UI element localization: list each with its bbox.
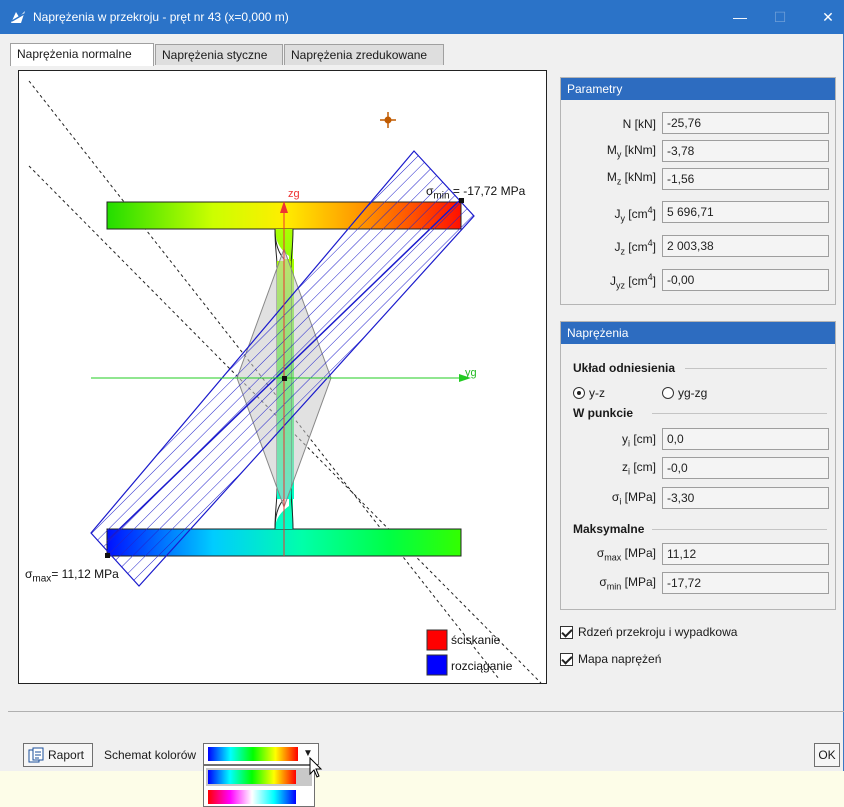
- label-sigma-i: σi [MPa]: [611, 490, 656, 507]
- label-jyz: Jyz [cm4]: [609, 272, 656, 291]
- label-my: My [kNm]: [606, 143, 656, 160]
- legend-swatch-tension: [426, 654, 448, 676]
- color-scheme-option-magenta[interactable]: [206, 788, 312, 806]
- radio-dot: [662, 387, 674, 399]
- chevron-down-icon[interactable]: ▼: [303, 748, 313, 759]
- checkbox-box: [560, 625, 573, 639]
- field-yi[interactable]: 0,0: [662, 428, 829, 450]
- field-n[interactable]: -25,76: [662, 112, 829, 134]
- label-jz: Jz [cm4]: [614, 238, 656, 257]
- legend-label-tension: rozciąganie: [451, 659, 513, 673]
- field-jy[interactable]: 5 696,71: [662, 201, 829, 223]
- uklad-divider: [685, 368, 827, 369]
- neutral-axis: [106, 200, 460, 542]
- field-mz[interactable]: -1,56: [662, 168, 829, 190]
- minimize-button[interactable]: —: [733, 9, 747, 25]
- field-sigma-i[interactable]: -3,30: [662, 487, 829, 509]
- field-sigma-max[interactable]: 11,12: [662, 543, 829, 565]
- stress-diagram-canvas[interactable]: zg yg σmin = -17,72 MPa σmax= 11,12 MPa …: [18, 70, 547, 684]
- field-jyz[interactable]: -0,00: [662, 269, 829, 291]
- checkbox-rdzen[interactable]: Rdzeń przekroju i wypadkowa: [560, 625, 737, 639]
- tab-naprezenia-styczne[interactable]: Naprężenia styczne: [155, 44, 283, 65]
- maksymalne-divider: [652, 529, 827, 530]
- sigma-min-annotation: σmin = -17,72 MPa: [426, 184, 526, 202]
- mouse-cursor-icon: [309, 757, 323, 778]
- checkbox-box: [560, 652, 573, 666]
- color-scheme-option-rainbow[interactable]: [206, 768, 312, 786]
- ok-button[interactable]: OK: [814, 743, 840, 767]
- label-zi: zi [cm]: [622, 460, 656, 477]
- field-zi[interactable]: -0,0: [662, 457, 829, 479]
- resultant-marker: [380, 112, 396, 128]
- tab-naprezenia-zredukowane[interactable]: Naprężenia zredukowane: [284, 44, 444, 65]
- legend-swatch-compression: [426, 629, 448, 651]
- radio-y-z[interactable]: y-z: [573, 386, 605, 400]
- tab-naprezenia-normalne[interactable]: Naprężenia normalne: [10, 43, 154, 66]
- app-icon: [11, 11, 25, 23]
- sigma-max-annotation: σmax= 11,12 MPa: [25, 567, 119, 585]
- w-punkcie-label: W punkcie: [573, 406, 634, 420]
- label-mz: Mz [kNm]: [606, 170, 656, 187]
- window-title: Naprężenia w przekroju - pręt nr 43 (x=0…: [33, 10, 289, 24]
- raport-button[interactable]: Raport: [23, 743, 93, 767]
- naprezenia-header: Naprężenia: [561, 322, 835, 344]
- schemat-kolorow-label: Schemat kolorów: [104, 748, 197, 762]
- color-scheme-select[interactable]: ▼: [203, 743, 319, 765]
- stress-diagram: [28, 80, 542, 683]
- legend-label-compression: ściskanie: [451, 633, 501, 647]
- label-yi: yi [cm]: [622, 432, 656, 449]
- label-sigma-max: σmax [MPa]: [596, 546, 656, 563]
- field-my[interactable]: -3,78: [662, 140, 829, 162]
- axis-yg-label: yg: [465, 367, 477, 379]
- uklad-odniesienia-label: Układ odniesienia: [573, 361, 676, 375]
- label-sigma-min: σmin [MPa]: [599, 575, 656, 592]
- field-jz[interactable]: 2 003,38: [662, 235, 829, 257]
- checkbox-mapa[interactable]: Mapa naprężeń: [560, 652, 661, 666]
- dashed-line-lower: [28, 165, 542, 683]
- close-button[interactable]: ✕: [822, 9, 834, 25]
- color-scheme-dropdown: [203, 765, 315, 807]
- field-sigma-min[interactable]: -17,72: [662, 572, 829, 594]
- maximize-button[interactable]: ☐: [773, 9, 787, 25]
- title-bar: Naprężenia w przekroju - pręt nr 43 (x=0…: [0, 0, 844, 34]
- report-icon: [28, 747, 44, 763]
- radio-dot: [573, 387, 585, 399]
- radio-yg-zg[interactable]: yg-zg: [662, 386, 707, 400]
- footer-separator: [8, 711, 844, 712]
- axis-zg-label: zg: [288, 188, 300, 200]
- parametry-header: Parametry: [561, 78, 835, 100]
- w-punkcie-divider: [652, 413, 827, 414]
- stress-distribution: [90, 150, 475, 587]
- dialog-window: Naprężenia w przekroju - pręt nr 43 (x=0…: [0, 0, 844, 771]
- label-jy: Jy [cm4]: [614, 205, 656, 224]
- label-n: N [kN]: [622, 117, 656, 131]
- maksymalne-label: Maksymalne: [573, 522, 645, 536]
- color-scheme-selected: [208, 747, 298, 761]
